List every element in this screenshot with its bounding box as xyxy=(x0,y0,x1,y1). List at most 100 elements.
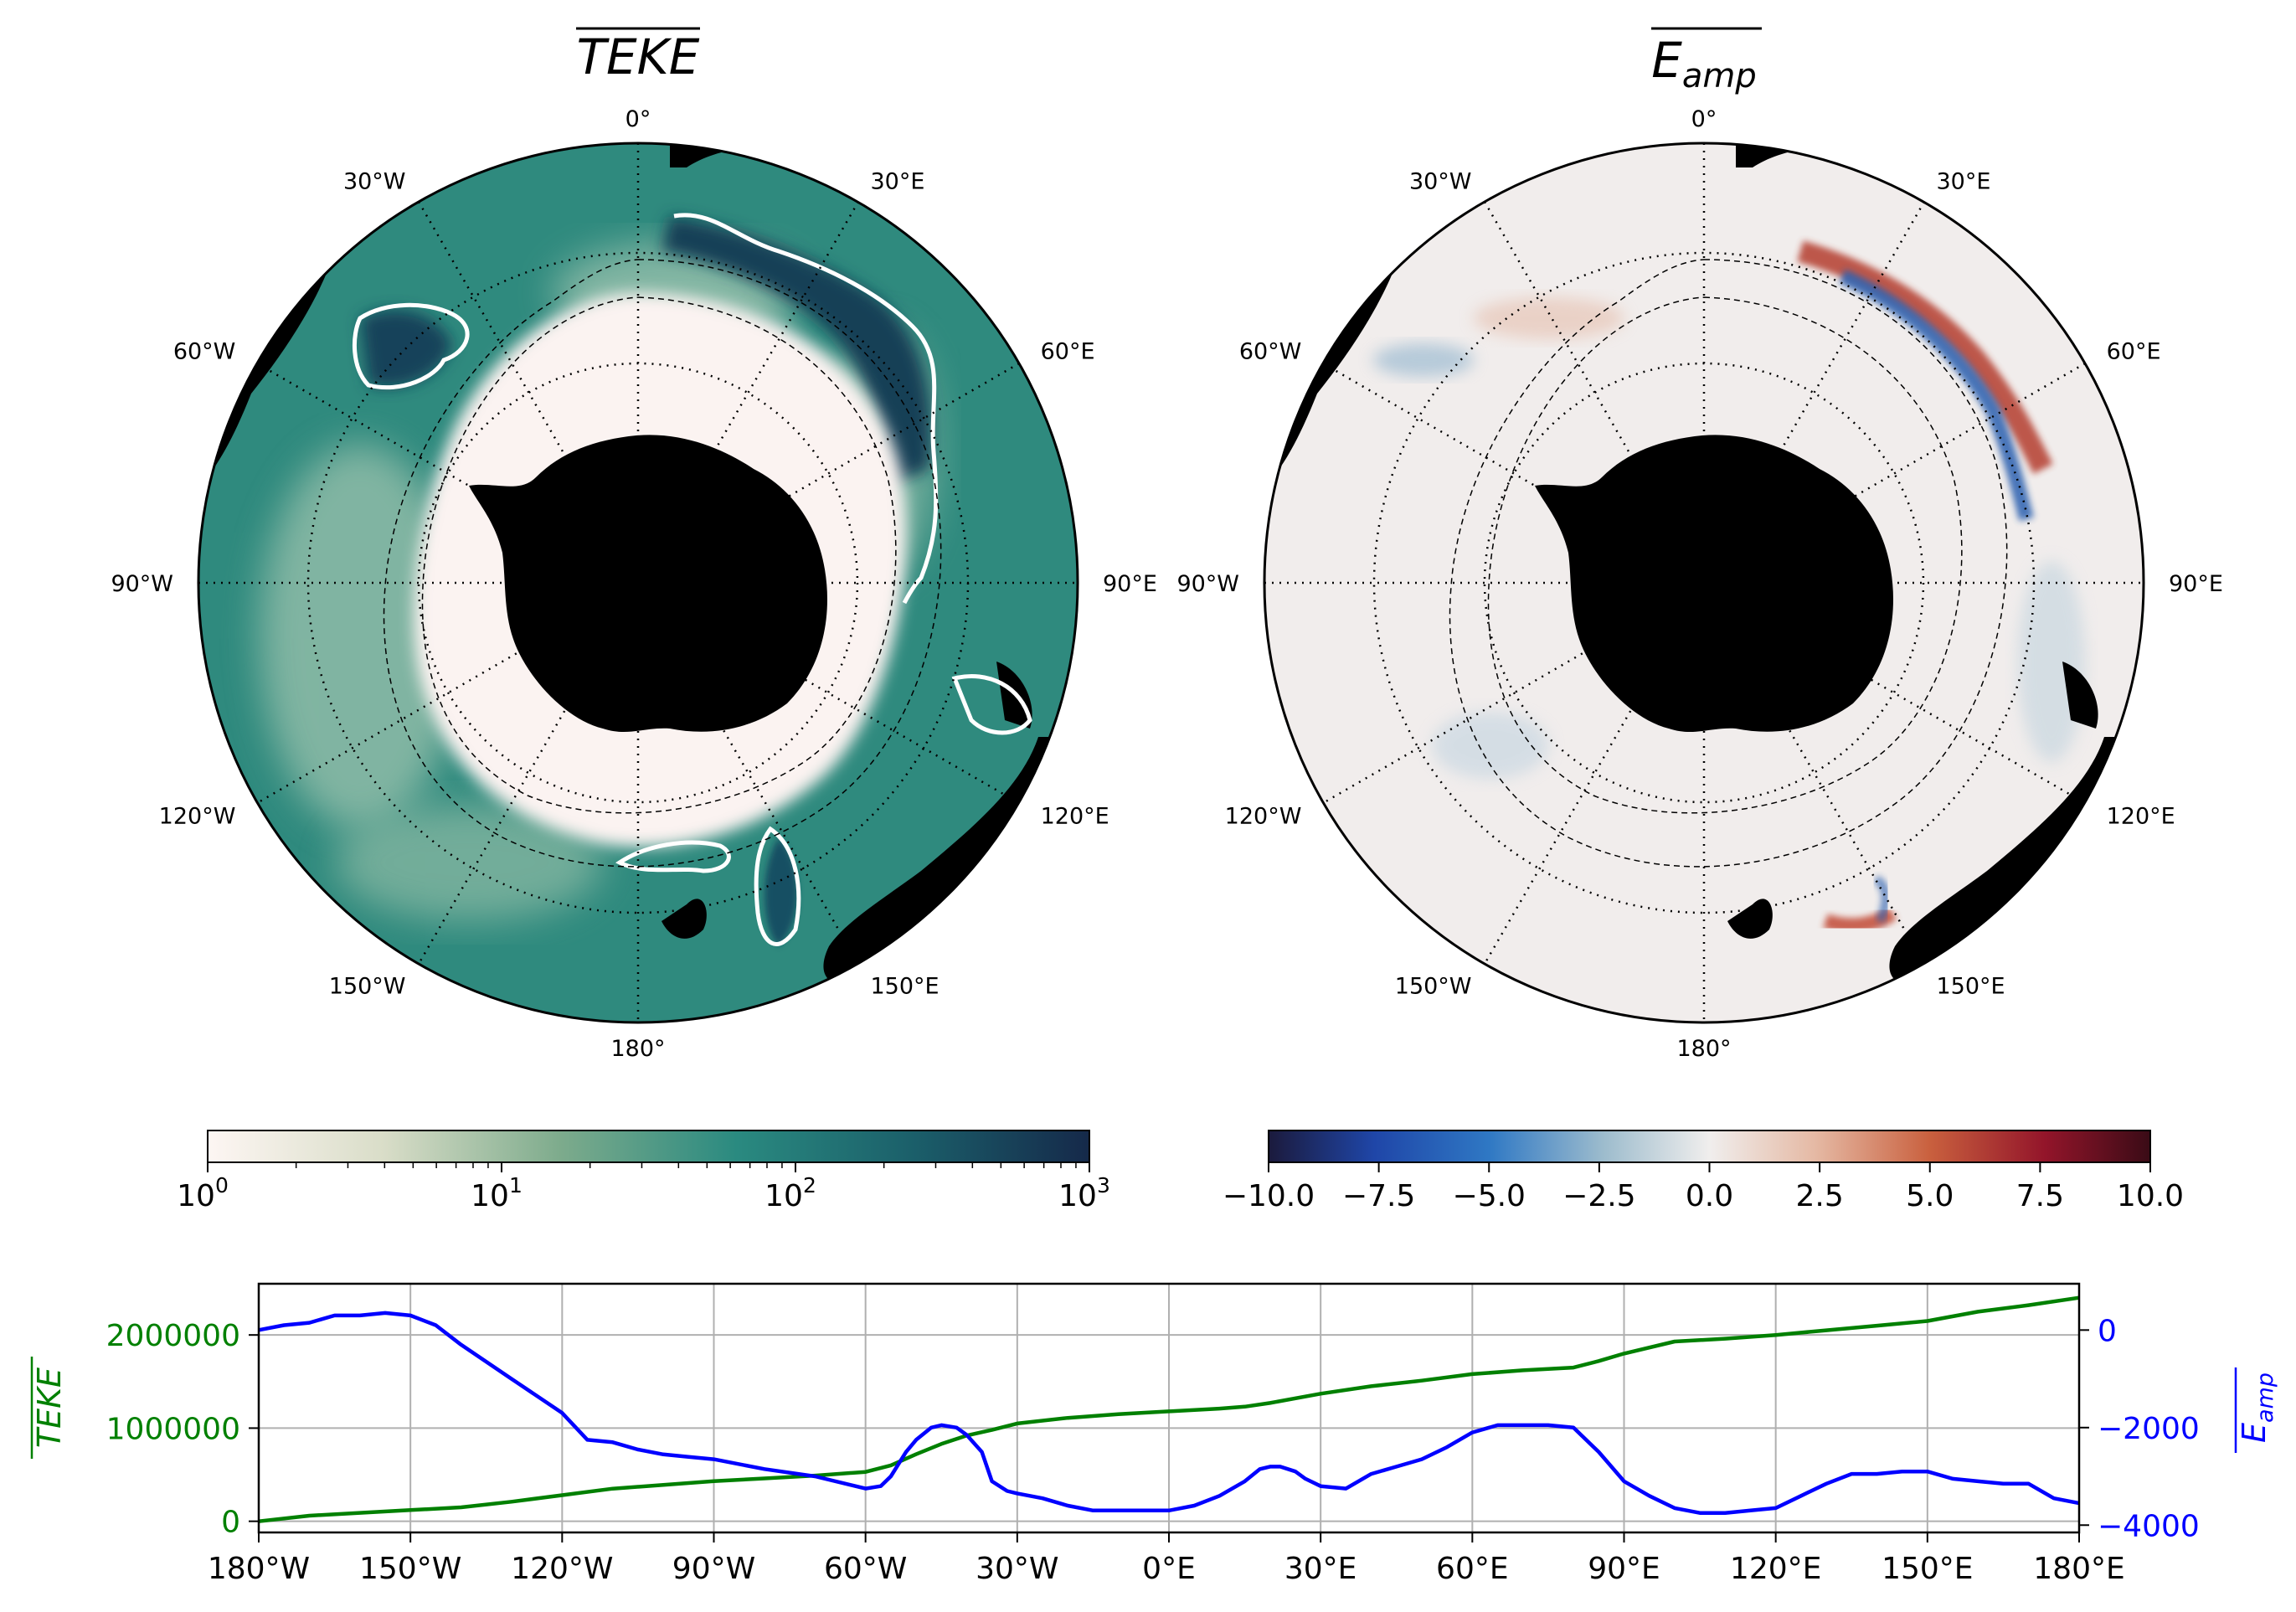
eamp-title-main: E xyxy=(1651,32,1682,89)
teke-contour-malvinas xyxy=(352,302,470,390)
line-chart-right-ytick-label: 0 xyxy=(2098,1314,2117,1348)
teke-map: 0° 30°E 60°E 90°E 120°E 150°E 180° 150°W 120°W 90… xyxy=(111,27,1157,1062)
teke-title: TEKE xyxy=(577,28,700,85)
eamp-colorbar-tick-label: 10.0 xyxy=(2117,1179,2184,1213)
line-left-ylabel: TEKE xyxy=(30,1357,68,1459)
eamp-antarctica xyxy=(1535,435,1893,733)
line-right-ylabel-sub: amp xyxy=(2252,1373,2278,1423)
teke-agulhas-region xyxy=(662,216,932,486)
eamp-meridian-label: 90°W xyxy=(1176,571,1239,597)
eamp-madagascar xyxy=(2062,662,2098,729)
teke-meridian-label: 90°W xyxy=(111,571,173,597)
teke-meridian-labels: 0° 30°E 60°E 90°E 120°E 150°E 180° 150°W 120°W 90… xyxy=(111,106,1156,1062)
eamp-negative-agulhas xyxy=(1839,269,2034,522)
line-chart-left-ytick-label: 1000000 xyxy=(106,1412,240,1446)
teke-meridian-label: 120°W xyxy=(159,804,236,830)
teke-meridian-label: 60°W xyxy=(173,339,236,365)
line-chart-xtick-label: 60°E xyxy=(1436,1552,1509,1586)
line-right-ylabel-main: E xyxy=(2236,1423,2273,1443)
teke-colorbar-ticks: 100 101 102 103 xyxy=(177,1162,1110,1213)
teke-contour-south xyxy=(615,840,731,873)
teke-series-line xyxy=(258,1295,2080,1523)
eamp-meridian-label: 60°W xyxy=(1239,339,1302,365)
line-chart-xtick-label: 180°E xyxy=(2033,1552,2124,1586)
teke-fronts xyxy=(383,259,942,868)
teke-map-outline xyxy=(197,142,1079,1024)
teke-colorbar-tick-exp: 1 xyxy=(509,1173,523,1197)
eamp-meridian-labels: 0° 30°E 60°E 90°E 120°E 150°E 180° 150°W 120°W 90… xyxy=(1176,106,2222,1062)
teke-meridian-label: 90°E xyxy=(1103,571,1157,597)
teke-colorbar: 100 101 102 103 xyxy=(177,1130,1110,1213)
line-chart-xtick-label: 90°W xyxy=(672,1552,755,1586)
eamp-colorbar-tick-label: −2.5 xyxy=(1562,1179,1635,1213)
teke-meridian-label: 60°E xyxy=(1041,339,1095,365)
line-chart-xtick-label: 180°W xyxy=(208,1552,310,1586)
teke-colorbar-tick-exp: 2 xyxy=(803,1173,816,1197)
eamp-meridian-label: 120°E xyxy=(2107,804,2175,830)
eamp-meridian-label: 150°E xyxy=(1937,974,2005,1000)
eamp-positive-agulhas xyxy=(1797,240,2053,474)
eamp-negative-south xyxy=(1873,875,1890,924)
line-chart-series xyxy=(258,1295,2080,1523)
eamp-meridian-label: 30°W xyxy=(1409,168,1472,194)
eamp-meridian-label: 120°W xyxy=(1225,804,1302,830)
teke-colorbar-tick-base: 10 xyxy=(764,1179,803,1213)
line-chart-xtick-label: 150°W xyxy=(359,1552,461,1586)
eamp-colorbar: −10.0 −7.5 −5.0 −2.5 0.0 2.5 5.0 7.5 10.0 xyxy=(1223,1130,2184,1213)
line-chart-xtick-label: 120°E xyxy=(1730,1552,1821,1586)
teke-colorbar-tick-label: 102 xyxy=(764,1173,816,1213)
line-chart-right-ytick-label: −4000 xyxy=(2098,1509,2200,1543)
line-chart-xtick-label: 0°E xyxy=(1142,1552,1196,1586)
eamp-negative-east xyxy=(2018,561,2085,762)
line-chart-xtick-label: 120°W xyxy=(511,1552,613,1586)
eamp-colorbar-tick-label: −5.0 xyxy=(1453,1179,1526,1213)
eamp-negative-west xyxy=(1373,343,1474,377)
teke-colorbar-tick-exp: 3 xyxy=(1097,1173,1110,1197)
eamp-meridian-label: 90°E xyxy=(2169,571,2223,597)
teke-colorbar-tick-base: 10 xyxy=(1058,1179,1097,1213)
teke-colorbar-gradient xyxy=(207,1130,1090,1163)
teke-colorbar-tick-exp: 0 xyxy=(215,1173,229,1197)
teke-new-zealand xyxy=(662,899,707,939)
teke-contours xyxy=(352,213,1032,946)
teke-meridian-label: 30°E xyxy=(871,168,925,194)
teke-meridian-label: 30°W xyxy=(343,168,406,194)
teke-meridian-label: 0° xyxy=(625,106,651,132)
line-right-ylabel: Eamp xyxy=(2234,1367,2278,1453)
eamp-positive-northwest xyxy=(1474,297,1624,339)
teke-light-band-west xyxy=(260,444,461,829)
eamp-colorbar-tick-label: 2.5 xyxy=(1795,1179,1843,1213)
eamp-colorbar-tick-label: 0.0 xyxy=(1686,1179,1733,1213)
teke-contour-agulhas xyxy=(673,213,939,605)
teke-contour-madagascar xyxy=(951,673,1032,735)
teke-meridian-label: 150°W xyxy=(329,974,406,1000)
line-chart-xtick-label: 30°E xyxy=(1284,1552,1357,1586)
teke-graticule xyxy=(198,143,1078,1022)
teke-colorbar-tick-label: 100 xyxy=(177,1173,229,1213)
teke-meridian-label: 120°E xyxy=(1041,804,1109,830)
line-left-ylabel-text: TEKE xyxy=(31,1367,68,1448)
eamp-new-zealand xyxy=(1727,899,1773,939)
eamp-title-sub: amp xyxy=(1682,57,1757,95)
line-right-ylabel-text: Eamp xyxy=(2236,1373,2278,1443)
teke-light-band-southwest xyxy=(335,804,603,921)
zonal-line-chart: 180°W 150°W 120°W 90°W 60°W 30°W 0°E 30°E 60°E 90… xyxy=(30,1282,2278,1586)
eamp-series-line xyxy=(258,1311,2080,1515)
eamp-meridian-label: 60°E xyxy=(2107,339,2161,365)
eamp-colorbar-tick-label: 7.5 xyxy=(2016,1179,2064,1213)
teke-colorbar-tick-label: 103 xyxy=(1058,1173,1110,1213)
eamp-map-outline xyxy=(1263,142,2145,1024)
teke-colorbar-tick-base: 10 xyxy=(471,1179,509,1213)
eamp-colorbar-gradient xyxy=(1268,1130,2151,1163)
line-chart-left-ytick-label: 2000000 xyxy=(106,1319,240,1353)
eamp-map: 0° 30°E 60°E 90°E 120°E 150°E 180° 150°W 120°W 90… xyxy=(1176,27,2223,1062)
teke-contour-eac xyxy=(754,826,801,946)
teke-meridian-label: 180° xyxy=(610,1036,665,1062)
line-chart-xtick-label: 90°E xyxy=(1588,1552,1660,1586)
teke-eac-region xyxy=(764,837,798,946)
teke-colorbar-tick-label: 101 xyxy=(471,1173,523,1213)
eamp-meridian-label: 180° xyxy=(1676,1036,1731,1062)
eamp-colorbar-tick-label: −7.5 xyxy=(1342,1179,1415,1213)
line-chart-xtick-label: 60°W xyxy=(824,1552,907,1586)
